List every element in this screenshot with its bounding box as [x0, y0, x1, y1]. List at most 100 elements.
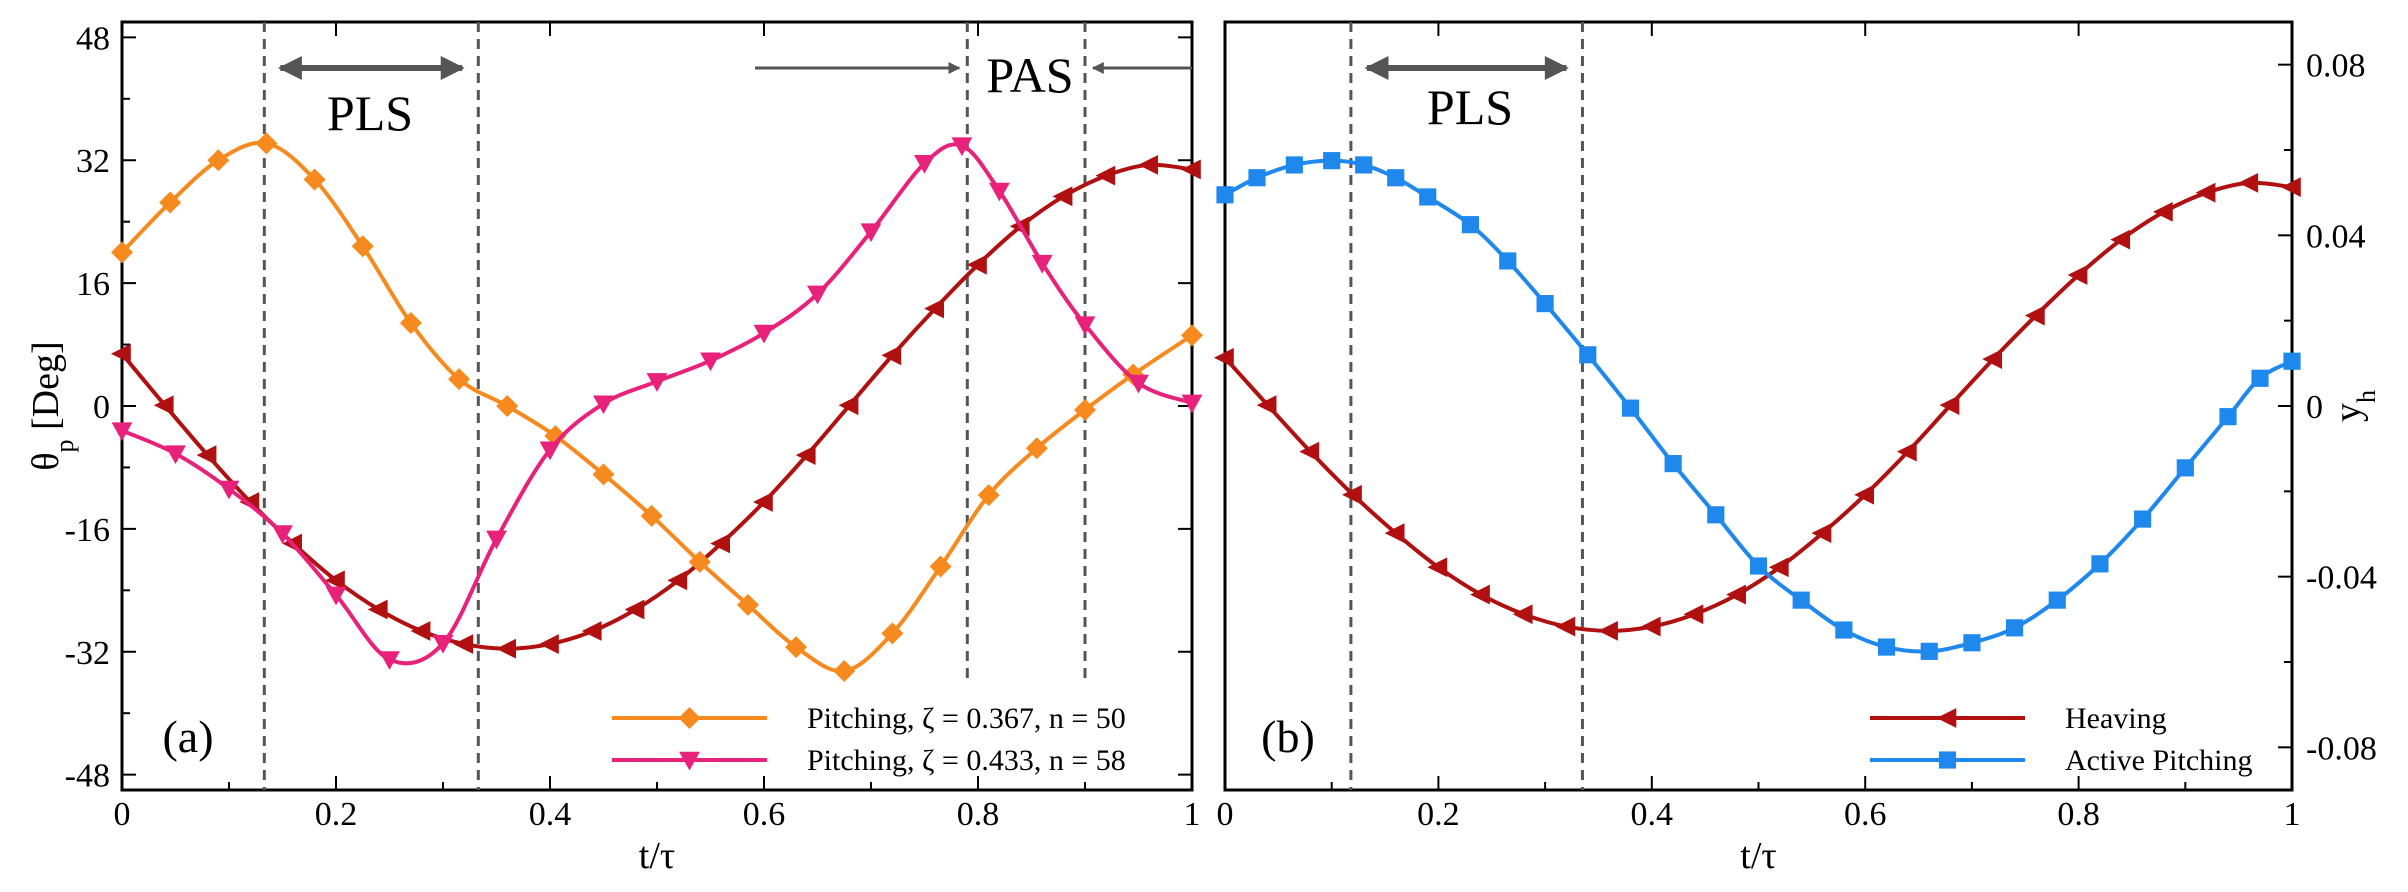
- data-point: [544, 424, 567, 447]
- data-point: [539, 634, 559, 654]
- data-point: [272, 525, 293, 544]
- data-point: [111, 343, 131, 364]
- data-point: [1811, 523, 1832, 544]
- data-point: [1939, 395, 1960, 416]
- data-point: [710, 533, 730, 554]
- data-point: [196, 445, 217, 466]
- data-point: [1555, 616, 1576, 637]
- data-point: [1598, 620, 1618, 641]
- legend-marker: [678, 707, 701, 729]
- panel-a: 0 0.2 0.4 0.6 0.8 1 t/τ -48 -32 -16 0 16 32 48 θp [Deg…: [25, 20, 1203, 877]
- data-point: [881, 622, 904, 645]
- data-point: [753, 324, 775, 344]
- y-axis-label-subscript: h: [2352, 390, 2381, 403]
- data-point: [1896, 441, 1917, 462]
- data-point: [640, 504, 663, 527]
- data-point: [1342, 484, 1362, 505]
- data-point: [399, 312, 422, 335]
- y-tick-label: 16: [76, 266, 110, 303]
- data-point: [2195, 182, 2216, 203]
- data-point: [2067, 265, 2088, 285]
- x-tick-label: 0.2: [1417, 796, 1460, 833]
- data-point: [1181, 324, 1203, 347]
- data-point: [453, 634, 474, 654]
- data-point: [325, 570, 345, 591]
- data-point: [838, 395, 859, 416]
- data-point: [929, 555, 952, 578]
- data-point: [1512, 604, 1533, 625]
- data-point: [581, 621, 602, 641]
- data-point: [977, 484, 1000, 507]
- data-point: [1128, 374, 1149, 394]
- data-point: [646, 373, 668, 392]
- data-point: [1181, 159, 1201, 180]
- panel-label: (b): [1261, 711, 1315, 762]
- data-point: [833, 659, 856, 682]
- x-tick-label: 0: [114, 796, 131, 833]
- series-line: [1224, 158, 2293, 654]
- x-tick-label: 0.4: [1631, 796, 1674, 833]
- data-point: [1470, 584, 1490, 605]
- data-point: [2134, 510, 2152, 528]
- pls-label: PLS: [1427, 79, 1513, 135]
- data-point: [951, 137, 973, 157]
- x-tick-label: 1: [1184, 796, 1201, 833]
- data-point: [1256, 395, 1277, 416]
- data-point: [153, 395, 174, 416]
- data-point: [2152, 201, 2173, 222]
- data-point: [1536, 295, 1554, 313]
- data-point: [1181, 394, 1203, 414]
- data-point: [1768, 557, 1789, 578]
- y-axis-label: yh: [2327, 390, 2381, 422]
- data-point: [2238, 172, 2259, 193]
- data-point: [1248, 169, 1266, 187]
- data-point: [496, 395, 519, 417]
- data-point: [303, 168, 326, 191]
- pls-label: PLS: [327, 85, 413, 141]
- data-point: [1299, 441, 1320, 462]
- data-point: [1579, 346, 1597, 364]
- data-point: [2176, 459, 2194, 477]
- data-point: [448, 368, 471, 391]
- legend-label: Pitching, ζ = 0.367, n = 50: [807, 702, 1126, 735]
- x-axis-label: t/τ: [1740, 835, 1776, 877]
- y-axis-label: θp [Deg]: [25, 341, 79, 470]
- series-pitching-0-367-n-50: [111, 132, 1203, 682]
- y-tick-label: 0: [2306, 389, 2323, 426]
- data-point: [367, 599, 388, 620]
- y-tick-label: -0.08: [2306, 730, 2377, 767]
- data-point: [218, 480, 240, 500]
- data-point: [111, 241, 133, 264]
- data-point: [1920, 642, 1938, 660]
- data-point: [1419, 188, 1437, 206]
- data-point: [914, 155, 935, 174]
- data-point: [2251, 369, 2269, 387]
- data-point: [1963, 634, 1981, 652]
- data-point: [736, 593, 759, 616]
- data-point: [593, 395, 614, 415]
- data-point: [795, 445, 816, 466]
- data-point: [410, 621, 431, 641]
- data-point: [1835, 621, 1853, 639]
- data-point: [1074, 316, 1096, 336]
- data-point: [700, 352, 721, 372]
- data-point: [2048, 591, 2066, 609]
- x-axis-label: t/τ: [639, 835, 675, 877]
- data-point: [1031, 254, 1053, 274]
- data-point: [1854, 484, 1874, 505]
- y-tick-label: -32: [65, 635, 110, 672]
- data-point: [924, 298, 944, 319]
- data-point: [667, 570, 688, 591]
- y-axis-label-subscript: p: [50, 439, 79, 452]
- data-point: [486, 530, 507, 550]
- legend-label: Pitching, ζ = 0.433, n = 58: [807, 744, 1126, 777]
- data-point: [967, 254, 987, 275]
- x-tick-label: 0: [1217, 796, 1234, 833]
- data-point: [1792, 591, 1810, 609]
- data-point: [1387, 169, 1405, 187]
- legend-label: Heaving: [2065, 702, 2167, 735]
- data-point: [2281, 177, 2301, 198]
- series-pitching-0-433-n-58: [111, 137, 1203, 670]
- x-tick-label: 0.2: [315, 796, 358, 833]
- y-tick-label: 48: [76, 20, 110, 57]
